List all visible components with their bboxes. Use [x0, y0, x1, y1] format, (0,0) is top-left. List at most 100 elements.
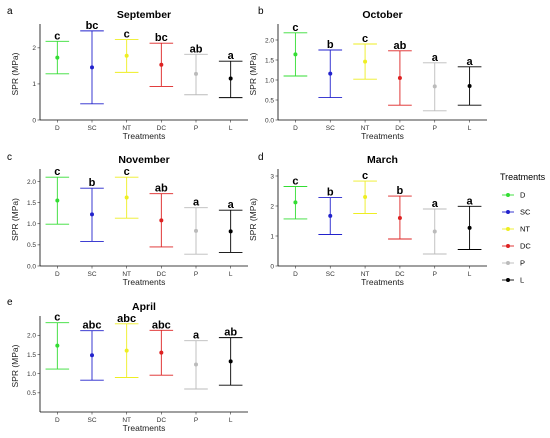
x-tick-label: D — [55, 271, 60, 278]
mean-point-DC — [397, 76, 402, 80]
x-tick-label: SC — [87, 271, 96, 278]
mean-point-L — [228, 76, 233, 81]
x-tick-label: DC — [157, 271, 167, 278]
y-tick-label: 0.0 — [27, 263, 36, 270]
mean-point-L — [228, 359, 233, 364]
legend-point-L — [506, 278, 510, 282]
sig-letter-L: a — [467, 195, 474, 207]
y-tick-label: 3 — [270, 173, 274, 180]
panel-label: c — [7, 152, 12, 163]
mean-point-NT — [124, 348, 129, 353]
sig-letter-NT: abc — [117, 313, 136, 325]
y-tick-label: 0.5 — [27, 390, 36, 397]
sig-letter-SC: b — [327, 39, 334, 51]
x-tick-label: D — [55, 125, 60, 132]
y-tick-label: 1.0 — [27, 221, 36, 228]
x-tick-label: L — [229, 271, 233, 278]
sig-letter-SC: abc — [83, 320, 102, 332]
mean-point-NT — [124, 195, 129, 200]
panel-b: b October 0.0 0.5 1.0 1.5 2.0 D SC NT DC P L Treatmen… — [248, 6, 487, 141]
mean-point-D — [55, 343, 60, 348]
legend-item-NT: NT — [520, 225, 530, 234]
x-tick-label: DC — [157, 125, 167, 132]
panel-title: October — [362, 9, 402, 21]
legend-item-D: D — [520, 191, 526, 200]
y-tick-label: 2.0 — [265, 37, 274, 44]
x-axis-label: Treatments — [361, 277, 404, 287]
mean-point-NT — [363, 195, 368, 199]
x-axis-label: Treatments — [123, 131, 166, 141]
mean-point-D — [55, 198, 60, 203]
y-tick-label: 1.5 — [265, 57, 274, 64]
mean-point-NT — [363, 59, 368, 64]
x-tick-label: L — [229, 417, 233, 424]
sig-letter-D: c — [54, 312, 60, 324]
x-tick-label: DC — [157, 417, 167, 424]
sig-letter-DC: abc — [152, 319, 171, 331]
sig-letter-D: c — [54, 30, 60, 42]
mean-point-P — [432, 229, 437, 234]
sig-letter-DC: bc — [155, 32, 168, 44]
mean-point-DC — [159, 62, 164, 67]
panel-title: November — [118, 154, 169, 166]
sig-letter-D: c — [292, 22, 298, 34]
mean-point-L — [467, 84, 472, 88]
mean-point-DC — [159, 218, 164, 223]
y-tick-label: 0 — [270, 263, 274, 270]
x-tick-label: D — [293, 271, 298, 278]
y-tick-label: 0 — [32, 117, 36, 124]
y-tick-label: 2 — [270, 203, 274, 210]
mean-point-SC — [328, 71, 333, 76]
mean-point-NT — [124, 53, 129, 58]
legend-item-P: P — [520, 259, 525, 268]
y-tick-label: 1.0 — [265, 77, 274, 84]
sig-letter-NT: c — [124, 166, 130, 178]
y-tick-label: 0.5 — [27, 242, 36, 249]
sig-letter-L: a — [228, 199, 235, 211]
sig-letter-P: a — [432, 198, 439, 210]
y-tick-label: 1.5 — [27, 200, 36, 207]
y-axis-label: SPR (MPa) — [248, 198, 258, 241]
panel-e: e April 0.5 1.0 1.5 2.0 D SC NT DC P L Treatments SPR… — [7, 297, 248, 433]
panel-label: a — [7, 6, 13, 17]
y-tick-label: 0.5 — [265, 97, 274, 104]
y-tick-label: 1.0 — [27, 371, 36, 378]
y-axis-label: SPR (MPa) — [248, 52, 258, 95]
mean-point-L — [228, 229, 233, 234]
x-tick-label: P — [194, 125, 198, 132]
sig-letter-NT: c — [362, 33, 368, 45]
legend-point-SC — [506, 210, 510, 214]
sig-letter-L: ab — [224, 327, 237, 339]
legend-point-DC — [506, 244, 510, 248]
mean-point-DC — [397, 216, 402, 220]
legend-title: Treatments — [500, 172, 546, 182]
sig-letter-DC: b — [397, 185, 404, 197]
sig-letter-NT: c — [362, 170, 368, 182]
mean-point-P — [194, 362, 198, 367]
y-tick-label: 1 — [32, 81, 36, 88]
y-tick-label: 2.0 — [27, 179, 36, 186]
x-tick-label: DC — [395, 271, 405, 278]
y-tick-label: 1.5 — [27, 352, 36, 359]
mean-point-D — [55, 55, 60, 60]
sig-letter-SC: b — [89, 177, 96, 189]
panel-a: a September 0 1 2 D SC NT DC P L Treatments SPR (MPa… — [7, 6, 248, 141]
y-tick-label: 2 — [32, 45, 36, 52]
panel-label: d — [258, 152, 264, 163]
x-axis-label: Treatments — [123, 423, 166, 433]
legend-point-P — [506, 261, 510, 265]
mean-point-P — [194, 71, 198, 76]
mean-point-D — [293, 52, 298, 57]
x-axis-label: Treatments — [361, 131, 404, 141]
x-tick-label: D — [293, 125, 298, 132]
panel-label: e — [7, 297, 13, 308]
x-tick-label: D — [55, 417, 60, 424]
mean-point-SC — [90, 212, 94, 217]
x-tick-label: NT — [122, 271, 131, 278]
x-tick-label: P — [194, 271, 198, 278]
mean-point-L — [467, 225, 472, 230]
x-tick-label: L — [229, 125, 233, 132]
